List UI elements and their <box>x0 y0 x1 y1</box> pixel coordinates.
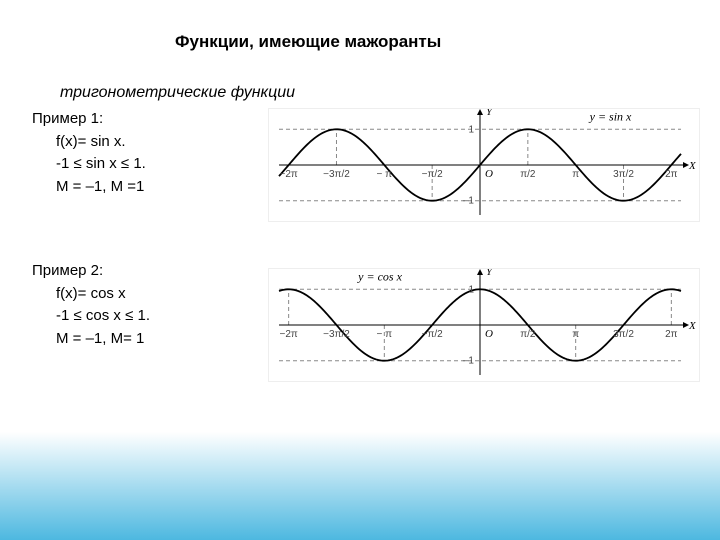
y-axis-label: Y <box>486 268 494 278</box>
subtitle: тригонометрические функции <box>60 84 295 102</box>
example-1-line3: M = –1, M =1 <box>32 176 146 199</box>
origin-label: O <box>485 328 493 340</box>
y-tick-label: 1 <box>468 124 474 135</box>
x-tick-label: 3π/2 <box>613 169 634 180</box>
x-tick-label: −π/2 <box>422 169 444 180</box>
example-2-line2: -1 ≤ cos x ≤ 1. <box>32 305 150 328</box>
example-2-line1: f(x)= cos x <box>32 283 150 306</box>
sin-chart: −2π −3π/2 − π −π/2 π/2 π 3π/2 2π 1 –1 O Y Xy = sin x <box>268 108 700 222</box>
example-1-line1: f(x)= sin x. <box>32 131 146 154</box>
example-2-heading: Пример 2: <box>32 260 150 283</box>
cos-chart: −2π −3π/2 − π −π/2 π/2 π 3π/2 2π 1 –1 O Y Xy = cos x <box>268 268 700 382</box>
x-axis-label: X <box>688 160 697 172</box>
x-tick-label: −3π/2 <box>323 169 350 180</box>
example-1: Пример 1: f(x)= sin x. -1 ≤ sin x ≤ 1. M… <box>32 108 146 198</box>
origin-label: O <box>485 168 493 180</box>
function-label: y = sin x <box>589 109 632 123</box>
y-tick-label: –1 <box>463 196 475 207</box>
x-tick-label: π/2 <box>520 169 536 180</box>
x-tick-label: 2π <box>665 329 678 340</box>
x-tick-label: π <box>572 329 579 340</box>
y-axis-label: Y <box>486 108 494 118</box>
function-label: y = cos x <box>357 269 402 283</box>
x-axis-label: X <box>688 320 697 332</box>
y-tick-label: 1 <box>468 284 474 295</box>
x-tick-label: −3π/2 <box>323 329 350 340</box>
x-tick-label: 2π <box>665 169 678 180</box>
x-tick-label: π/2 <box>520 329 536 340</box>
x-tick-label: − π <box>377 329 393 340</box>
example-2: Пример 2: f(x)= cos x -1 ≤ cos x ≤ 1. M … <box>32 260 150 350</box>
example-1-heading: Пример 1: <box>32 108 146 131</box>
x-tick-label: 3π/2 <box>613 329 634 340</box>
x-tick-label: − π <box>377 169 393 180</box>
page-title: Функции, имеющие мажоранты <box>175 32 441 52</box>
x-tick-label: −2π <box>279 329 297 340</box>
example-2-line3: M = –1, M= 1 <box>32 328 150 351</box>
x-tick-label: π <box>572 169 579 180</box>
x-tick-label: −π/2 <box>422 329 444 340</box>
x-tick-label: −2π <box>279 169 297 180</box>
y-tick-label: –1 <box>463 356 475 367</box>
example-1-line2: -1 ≤ sin x ≤ 1. <box>32 153 146 176</box>
